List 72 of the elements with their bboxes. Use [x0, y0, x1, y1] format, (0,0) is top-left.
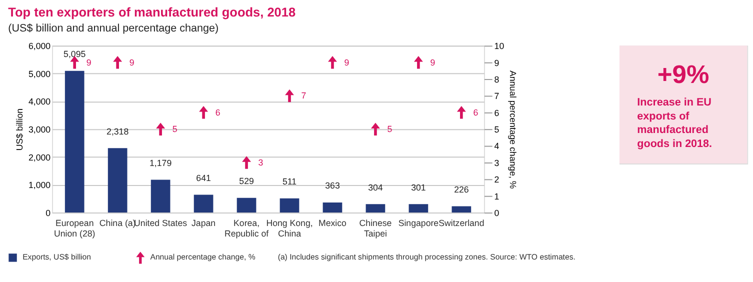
bar	[64, 70, 84, 213]
y2-tick-label: 4	[494, 141, 500, 152]
chart-subtitle: (US$ billion and annual percentage change)	[8, 22, 219, 34]
x-tick-label: China (a)	[99, 218, 136, 228]
data-label: 529	[239, 176, 254, 186]
legend-label: Exports, US$ billion	[22, 252, 92, 262]
y-tick-label: 5,000	[28, 68, 51, 79]
data-label: 511	[282, 176, 297, 187]
y-tick-label: 4,000	[28, 96, 51, 107]
x-tick-label: Singapore	[398, 218, 439, 228]
data-label: 363	[325, 180, 340, 191]
x-tick-label: Switzerland	[438, 218, 484, 228]
y2-tick-label: 7	[494, 91, 500, 102]
x-tick-label: Japan	[192, 218, 216, 228]
data-label: 9	[430, 57, 436, 68]
data-label: 226	[454, 184, 469, 195]
y2-tick-label: 9	[494, 58, 500, 68]
bar	[236, 198, 256, 213]
bar	[280, 198, 300, 213]
x-tick-label: Chinese Taipei	[359, 218, 392, 239]
y-tick-label: 1,000	[28, 180, 51, 190]
data-label: 301	[411, 182, 426, 192]
point	[456, 106, 466, 119]
y-tick-label: 2,000	[28, 152, 51, 162]
point	[156, 122, 166, 136]
y2-tick-label: 8	[494, 74, 500, 84]
y2-axis-title: Annual percentage change, %	[508, 70, 518, 189]
data-label: 3	[258, 157, 264, 168]
chart-title: Top ten exporters of manufactured goods, 2018	[8, 4, 296, 20]
y2-tick-label: 10	[494, 41, 504, 52]
bar	[150, 180, 170, 213]
data-label: 7	[301, 90, 306, 101]
point	[242, 156, 252, 169]
data-label: 2,318	[106, 126, 129, 136]
data-label: 9	[344, 57, 350, 68]
data-label: 9	[86, 57, 92, 68]
data-label: 6	[473, 107, 478, 118]
legend-label: Annual percentage change, %	[150, 252, 256, 262]
point	[370, 122, 380, 136]
bar	[322, 202, 342, 213]
data-label: 1,179	[150, 158, 172, 168]
point	[199, 106, 208, 119]
text: +9%	[657, 60, 710, 89]
bar	[194, 194, 214, 213]
y-tick-label: 0	[46, 208, 51, 218]
data-label: 5	[387, 124, 392, 134]
data-label: 5,095	[64, 49, 86, 60]
point	[113, 56, 122, 69]
y-tick-label: 3,000	[28, 124, 51, 135]
x-tick-label: European Union (28)	[54, 218, 96, 239]
y2-tick-label: 0	[494, 208, 500, 218]
y2-tick-label: 2	[494, 174, 500, 185]
y2-tick-label: 3	[494, 158, 500, 168]
bar	[108, 148, 128, 213]
y-axis-title: US$ billion	[14, 108, 25, 151]
data-label: 6	[215, 107, 220, 118]
data-label: 641	[196, 172, 211, 183]
x-tick-label: United States	[134, 218, 188, 228]
text: (a) Includes significant shipments through processing zones. Source: WTO estimates.	[278, 252, 576, 262]
bar	[366, 204, 386, 213]
data-label: 5	[172, 124, 178, 134]
y-tick-label: 6,000	[28, 41, 51, 52]
y2-tick-label: 5	[494, 124, 500, 135]
data-label: 304	[368, 182, 383, 192]
bar	[408, 204, 428, 213]
text: Increase in EU exports of manufactured goods in 2018.	[637, 96, 712, 150]
y2-tick-label: 6	[494, 108, 500, 118]
y2-tick-label: 1	[494, 191, 500, 202]
data-label: 9	[129, 57, 134, 68]
point	[414, 56, 423, 69]
bar	[452, 206, 472, 213]
x-tick-label: Mexico	[318, 218, 347, 228]
